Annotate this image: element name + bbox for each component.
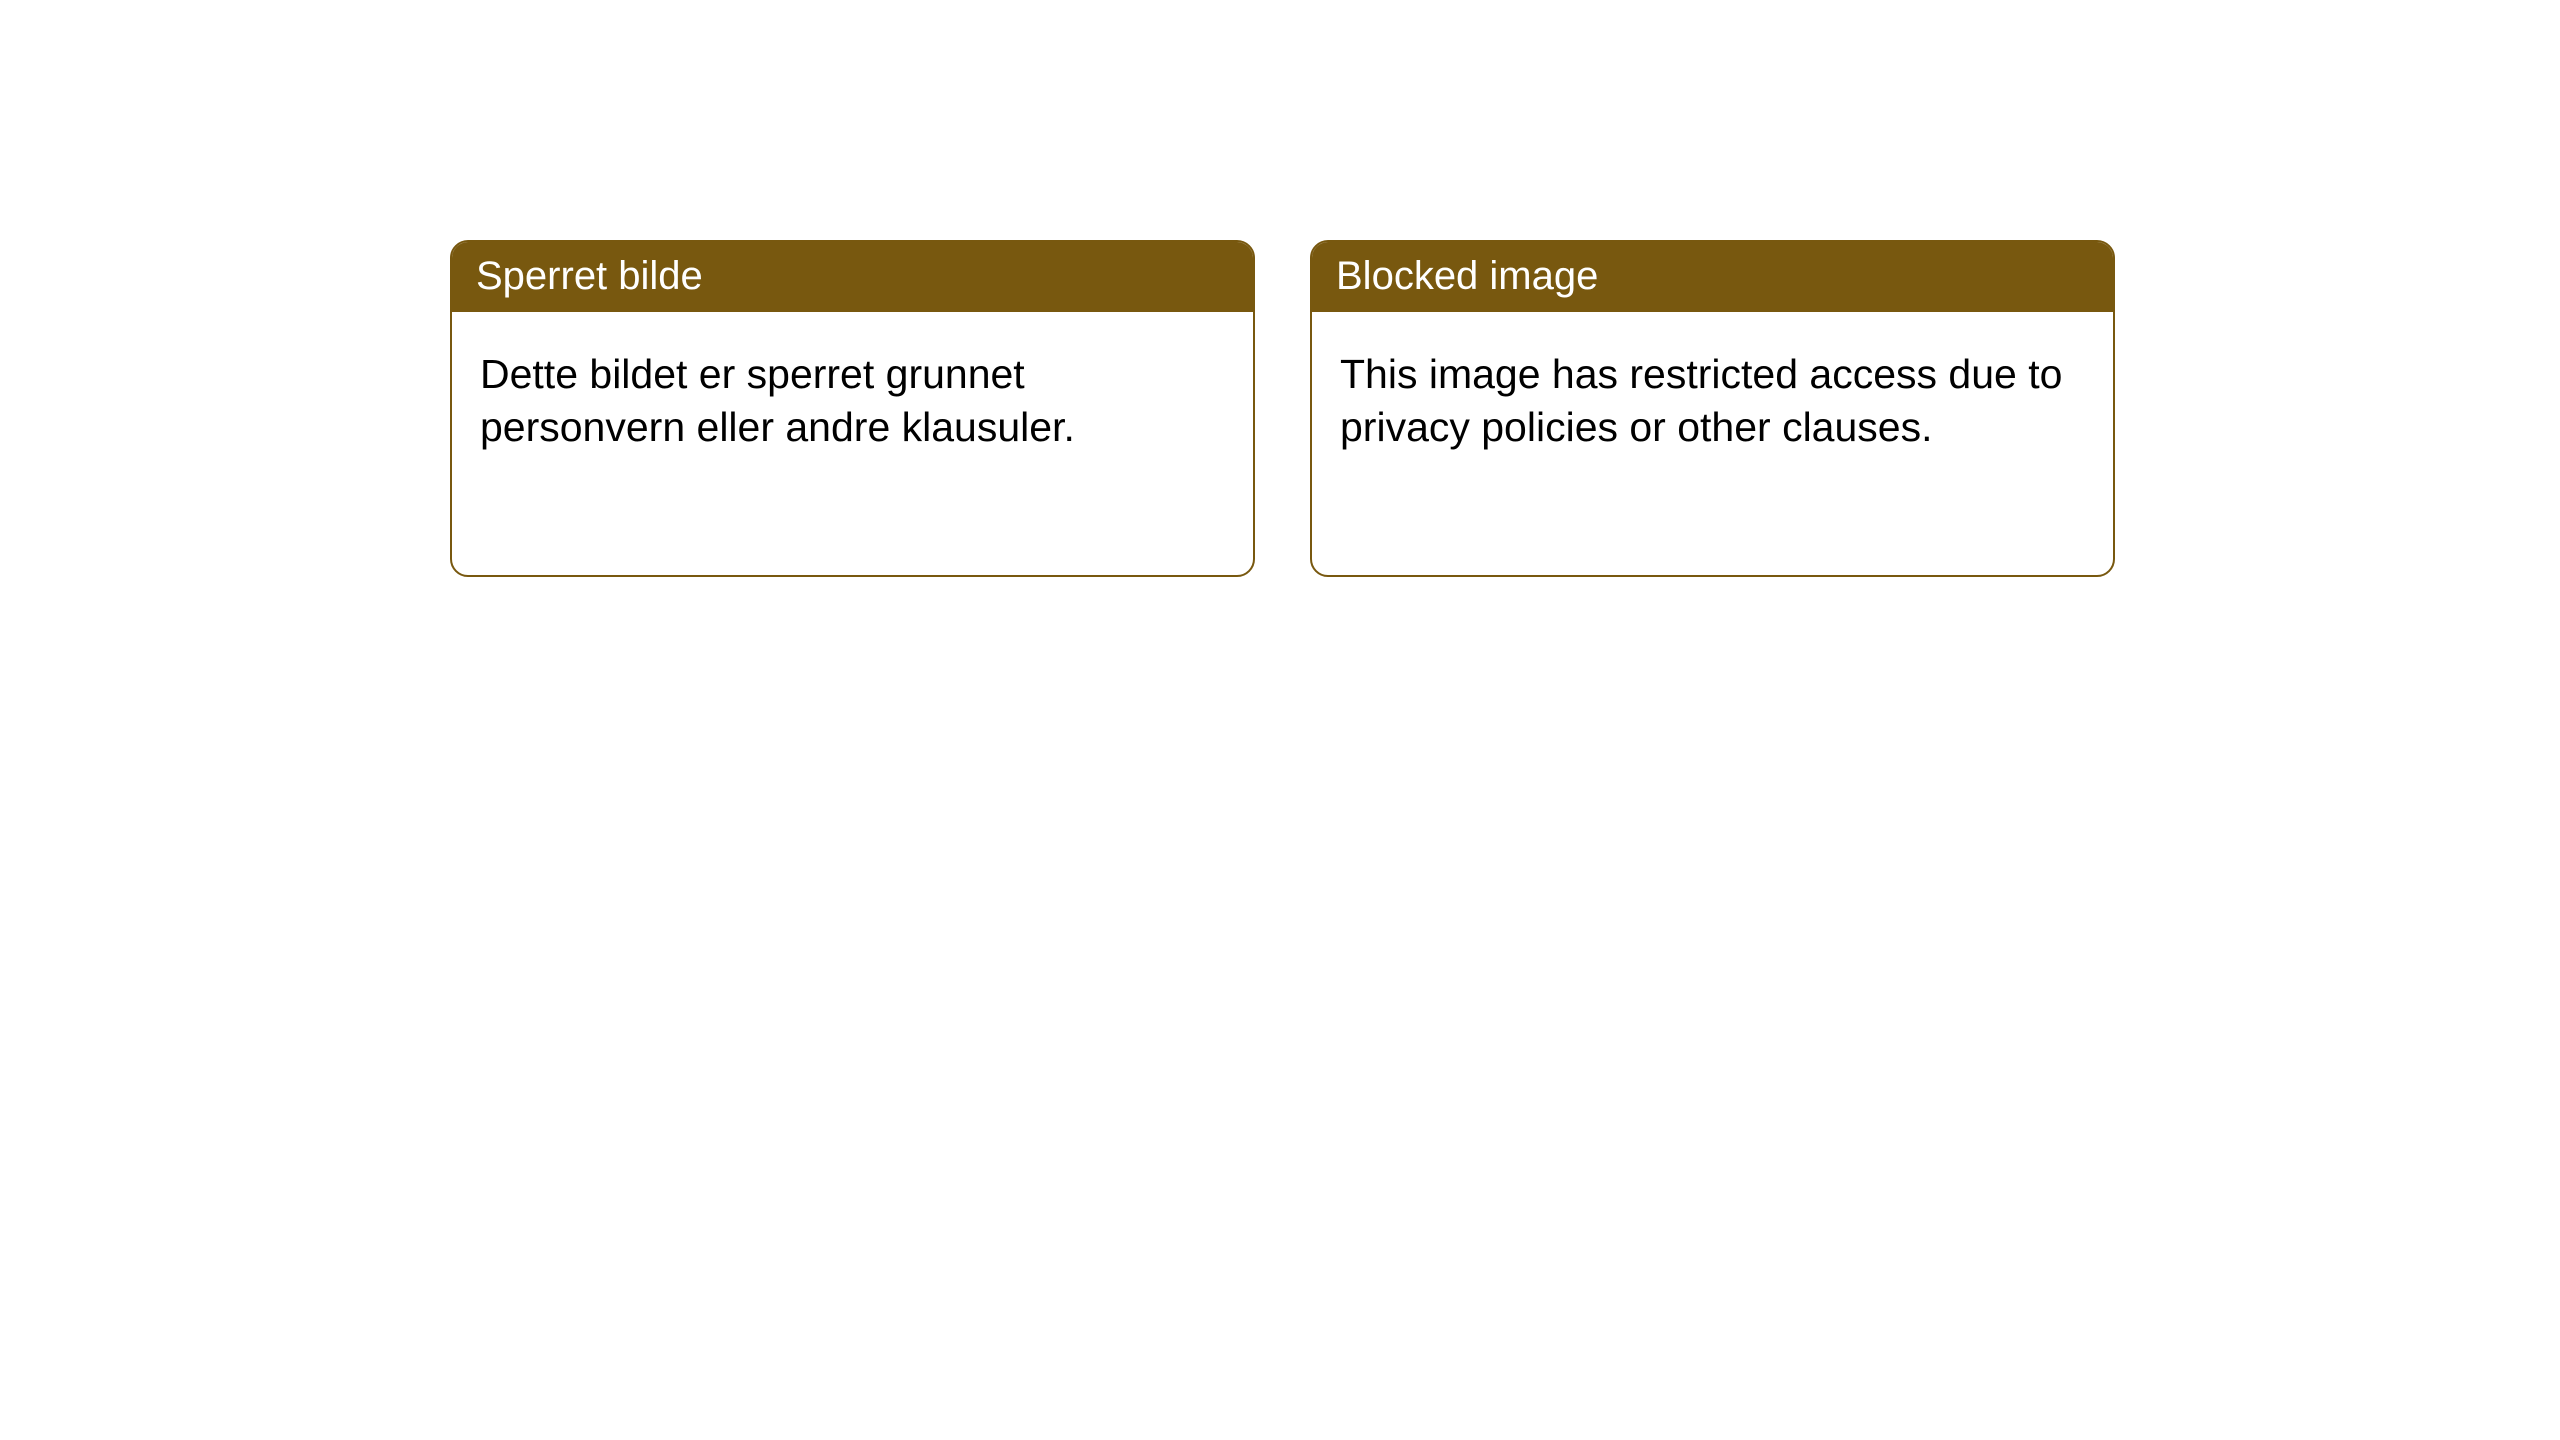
notice-card-header: Sperret bilde: [452, 242, 1253, 312]
notice-card-norwegian: Sperret bilde Dette bildet er sperret gr…: [450, 240, 1255, 577]
notice-card-body: This image has restricted access due to …: [1312, 312, 2113, 491]
notice-cards-container: Sperret bilde Dette bildet er sperret gr…: [450, 240, 2115, 577]
notice-card-english: Blocked image This image has restricted …: [1310, 240, 2115, 577]
notice-card-body: Dette bildet er sperret grunnet personve…: [452, 312, 1253, 491]
notice-card-header: Blocked image: [1312, 242, 2113, 312]
